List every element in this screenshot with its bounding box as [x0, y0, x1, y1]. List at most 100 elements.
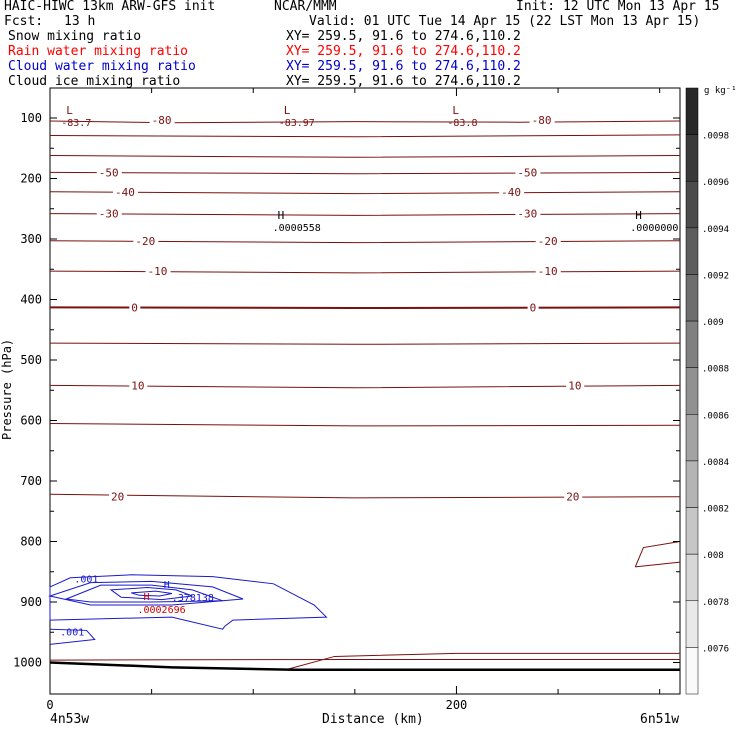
init-time: Init: 12 UTC Mon 13 Apr 15	[516, 0, 720, 14]
colorbar-tick-label: .0078	[702, 598, 729, 608]
colorbar-segment	[685, 553, 699, 602]
isotherm-label: 10	[131, 379, 144, 392]
temperature-contours	[49, 120, 681, 671]
organization-label: NCAR/MMM	[274, 0, 337, 14]
isotherm-m10	[49, 270, 681, 274]
terrain-line	[49, 661, 680, 672]
isotherm-label-bg	[564, 490, 583, 503]
colorbar-tick-label: .0088	[702, 365, 729, 375]
terrain-surface	[49, 661, 680, 672]
colorbar-tick-label: .0098	[702, 132, 729, 142]
colorbar-segment	[685, 134, 699, 182]
isotherm-m40	[49, 191, 681, 195]
legend-rain-xy: XY= 259.5, 91.6 to 274.6,110.2	[286, 44, 521, 59]
isotherm-m70	[49, 134, 681, 138]
isotherm-label: -10	[538, 265, 558, 278]
y-tick-label: 500	[20, 353, 42, 367]
isotherm-label-bg	[129, 379, 148, 392]
cloud-water-contour	[109, 586, 193, 601]
low-marker: L	[284, 104, 291, 117]
cloud-water-contour	[48, 580, 244, 606]
legend-cloud-water-name: Cloud water mixing ratio	[8, 59, 196, 74]
model-title: HAIC-HIWC 13km ARW-GFS init	[4, 0, 216, 14]
y-axis-label: Pressure (hPa)	[0, 338, 14, 440]
y-tick-label: 400	[20, 293, 42, 307]
isotherm-label-bg	[535, 265, 561, 278]
isotherm-label-bg	[499, 185, 525, 198]
isotherm-segment	[635, 561, 681, 568]
colorbar-segment	[685, 180, 699, 229]
low-marker: L	[452, 104, 459, 117]
colorbar-tick-label: .0094	[702, 225, 729, 235]
isotherm-label: 0	[131, 301, 138, 314]
colorbar-segment	[685, 274, 699, 322]
x-axis-label: Distance (km)	[322, 712, 424, 727]
isotherm-label-bg	[527, 301, 539, 314]
colorbar: .0098 .0096 .0094 .0092 .009 .0088 .0086 .0084.…	[685, 87, 729, 695]
low-marker: L	[66, 104, 73, 117]
colorbar-tick-label: .0084	[702, 458, 729, 468]
isotherm-m50	[49, 171, 681, 175]
cloud-water-max-marker: H	[164, 580, 170, 591]
cloud-water-contour	[64, 584, 223, 603]
x-left-endpoint: 4n53w	[50, 712, 90, 727]
isotherm-label-bg	[96, 166, 122, 179]
cloud-water-contour	[131, 590, 173, 597]
y-tick-label: 1000	[13, 656, 42, 670]
isotherm-0	[49, 306, 681, 310]
isotherm-label: -30	[517, 208, 537, 221]
colorbar-tick-label: .0082	[702, 505, 729, 515]
x-right-endpoint: 6n51w	[640, 712, 680, 727]
isotherm-15	[49, 423, 681, 427]
isotherm-label: -20	[135, 235, 155, 248]
y-tick-label: 800	[20, 535, 42, 549]
isotherm-segment	[634, 541, 681, 568]
isotherm-m80	[49, 120, 681, 124]
isotherm-label: 10	[568, 379, 581, 392]
colorbar-unit: g kg⁻¹	[704, 86, 737, 96]
isotherm-label-bg	[133, 234, 159, 247]
rain-max-marker: H	[143, 592, 149, 603]
colorbar-segment	[685, 600, 699, 648]
isotherm-label-bg	[529, 113, 555, 126]
isotherm-5	[49, 342, 681, 345]
cloud-water-contours	[48, 574, 328, 645]
isotherm-label-bg	[145, 265, 171, 278]
colorbar-tick-label: .0096	[702, 178, 729, 188]
y-tick-label: 100	[20, 111, 42, 125]
isotherm-label: -40	[115, 186, 135, 199]
isotherm-label-bg	[566, 379, 585, 392]
isotherm-label-bg	[515, 207, 541, 220]
forecast-hours: 13 h	[64, 14, 96, 29]
colorbar-segment	[685, 320, 699, 368]
plot-border	[49, 87, 681, 695]
isotherm-label-bg	[535, 234, 561, 247]
isotherm-label-bg	[129, 301, 141, 314]
y-tick-label: 200	[20, 172, 42, 186]
colorbar-segment	[685, 227, 699, 275]
extremum-value: -83.7	[61, 118, 91, 129]
extremum-value: .0000558	[273, 223, 321, 234]
colorbar-segment	[685, 647, 699, 695]
legend-snow-name: Snow mixing ratio	[8, 29, 142, 44]
isotherm-label-bg	[113, 185, 139, 198]
valid-time: Valid: 01 UTC Tue 14 Apr 15 (22 LST Mon …	[309, 14, 701, 29]
isotherm-label: -40	[501, 186, 521, 199]
colorbar-segment	[685, 87, 699, 135]
y-tick-label: 300	[20, 232, 42, 246]
colorbar-tick-label: .009	[702, 318, 724, 328]
isotherm-label: -50	[517, 166, 537, 179]
cloud-water-label: .001	[74, 575, 98, 586]
legend-cloud-water-xy: XY= 259.5, 91.6 to 274.6,110.2	[286, 59, 521, 74]
isotherm-label: -80	[152, 114, 172, 127]
high-marker: H	[635, 209, 642, 222]
isotherm-label-bg	[149, 113, 175, 126]
x-tick-label: 200	[446, 698, 468, 712]
isotherm-label-bg	[515, 166, 541, 179]
isotherm-label: -30	[99, 208, 119, 221]
cloud-water-contour	[49, 628, 96, 645]
cloud-water-max-value: .378138	[172, 593, 214, 604]
isotherm-label: -50	[99, 166, 119, 179]
